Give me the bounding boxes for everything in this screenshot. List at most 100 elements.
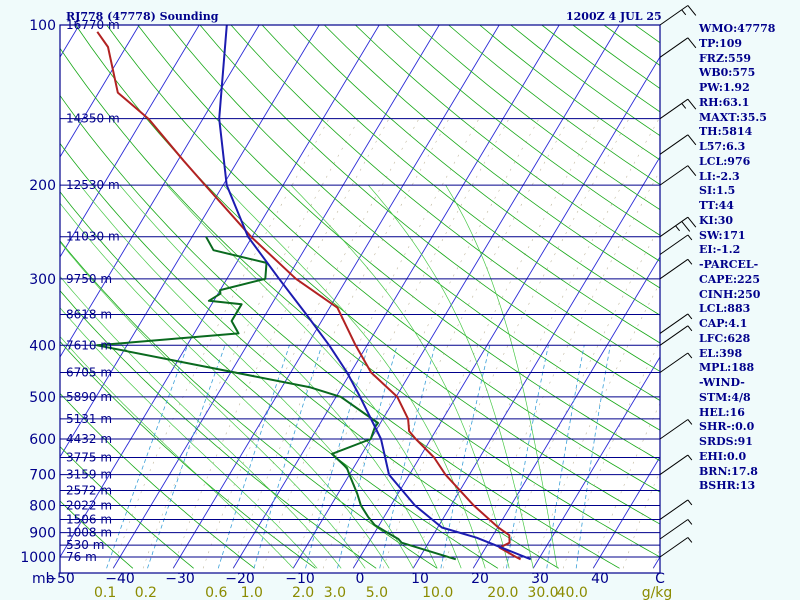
index-item: STM:4/8 — [699, 390, 751, 404]
wind-barb-half — [687, 234, 693, 241]
wind-barb-half — [687, 419, 693, 425]
index-item: LCL:976 — [699, 154, 751, 168]
index-item: SI:1.5 — [699, 184, 736, 198]
pressure-unit-label: mb — [32, 571, 55, 587]
dry-adiabat — [137, 25, 660, 462]
wind-barb-staff — [659, 454, 689, 476]
mixing-ratio-tick-label: 3.0 — [324, 585, 346, 600]
plot-area — [60, 25, 660, 569]
wind-barb-half — [687, 499, 693, 506]
index-item: SHR-:0.0 — [699, 420, 755, 434]
mixing-ratio-line — [147, 345, 226, 569]
index-item: PW:1.92 — [699, 81, 750, 94]
wind-barb-staff — [659, 499, 689, 520]
dry-adiabat — [60, 94, 620, 569]
wind-barb-staff — [659, 98, 689, 120]
temperature-tick-label: 20 — [471, 571, 489, 587]
dry-adiabat — [60, 47, 660, 558]
temperature-tick-label: −30 — [165, 571, 195, 587]
wind-barb-flag — [687, 5, 697, 16]
moist-adiabat — [445, 184, 558, 569]
dry-adiabat — [292, 25, 660, 316]
mixing-ratio-tick-label: 30.0 — [527, 585, 558, 600]
index-item: L57:6.3 — [699, 140, 746, 153]
temperature-trace — [96, 31, 522, 561]
index-item: TT:44 — [699, 199, 734, 212]
height-label: 11030 m — [66, 230, 120, 244]
index-item: MPL:188 — [699, 361, 755, 375]
wind-barb-staff — [659, 325, 689, 346]
dry-adiabat — [60, 340, 316, 569]
wind-barb-flag — [687, 165, 697, 176]
isotherm-line — [60, 25, 260, 358]
dry-adiabat — [60, 500, 134, 569]
index-item: EL:398 — [699, 346, 743, 360]
dry-adiabat — [60, 446, 194, 569]
dry-adiabat — [60, 240, 438, 569]
wind-barb-half — [687, 259, 693, 265]
index-item: WB0:575 — [699, 66, 756, 80]
mixing-ratio-line — [106, 345, 188, 569]
moist-adiabat — [79, 184, 414, 569]
index-item: HEL:16 — [699, 405, 745, 419]
mixing-ratio-line — [575, 345, 611, 569]
height-label: 12530 m — [66, 178, 120, 192]
dry-adiabat — [60, 392, 255, 569]
isotherm-line — [60, 25, 140, 158]
dry-adiabat — [168, 25, 660, 431]
moist-adiabat — [166, 184, 462, 569]
wind-barb-half — [681, 9, 687, 16]
index-item: BRN:17.8 — [699, 464, 758, 478]
moist-adiabat — [119, 184, 438, 569]
height-label: 4432 m — [66, 432, 112, 446]
isotherm-line — [352, 56, 660, 569]
temperature-tick-label: −50 — [45, 571, 75, 587]
moist-adiabat — [60, 275, 342, 569]
mixing-ratio-line — [217, 345, 290, 569]
height-label: 6705 m — [66, 366, 112, 380]
height-label: 9750 m — [66, 272, 112, 286]
plot-frame — [59, 24, 661, 574]
pressure-tick-label: 300 — [29, 272, 56, 288]
wind-barb-staff — [659, 134, 689, 155]
index-item: CINH:250 — [699, 287, 761, 301]
height-label: 76 m — [66, 550, 97, 564]
wind-barb-half — [687, 519, 693, 525]
isotherm-line — [592, 456, 660, 569]
wind-barb-half — [687, 537, 693, 543]
temperature-unit-label: C — [655, 571, 665, 587]
moist-adiabat — [60, 307, 318, 569]
wind-barb-staff — [659, 216, 689, 238]
mixing-ratio-line — [253, 345, 323, 569]
wind-barb-half — [687, 325, 693, 332]
indices-panel: WMO:47778 TP:109 FRZ:559 WB0:575 PW:1.92 RH:6… — [699, 22, 799, 494]
index-item: BSHR:13 — [699, 479, 756, 493]
wind-barb-staff — [659, 5, 689, 26]
dry-adiabat — [75, 25, 660, 525]
height-label: 3159 m — [66, 468, 112, 482]
height-label: 14350 m — [66, 112, 120, 126]
pressure-tick-label: 1000 — [20, 550, 56, 566]
wind-barb-staff — [659, 419, 689, 440]
index-item: LFC:628 — [699, 331, 751, 345]
wind-barb-staff — [659, 537, 689, 558]
height-label: 3775 m — [66, 450, 112, 464]
wind-barb-staff — [659, 258, 689, 280]
temperature-tick-label: −10 — [285, 571, 315, 587]
dewpoint-trace — [96, 236, 457, 561]
mixing-ratio-line — [546, 345, 585, 569]
dry-adiabat — [60, 142, 560, 569]
height-label: 2022 m — [66, 498, 112, 512]
moist-adiabat — [60, 241, 366, 569]
wind-barb-staff — [659, 519, 689, 540]
wind-barb-staff — [659, 352, 689, 373]
index-item: TH:5814 — [699, 125, 753, 139]
wind-barb-half — [687, 454, 693, 461]
height-label: 5890 m — [66, 390, 112, 404]
temperature-tick-label: 30 — [531, 571, 549, 587]
wind-barb-staff — [659, 234, 689, 255]
station-title: RJ778 (47778) Sounding — [66, 10, 219, 23]
dry-adiabat — [261, 25, 660, 344]
index-item: CAP:4.1 — [699, 317, 748, 330]
pressure-tick-label: 500 — [29, 390, 56, 406]
